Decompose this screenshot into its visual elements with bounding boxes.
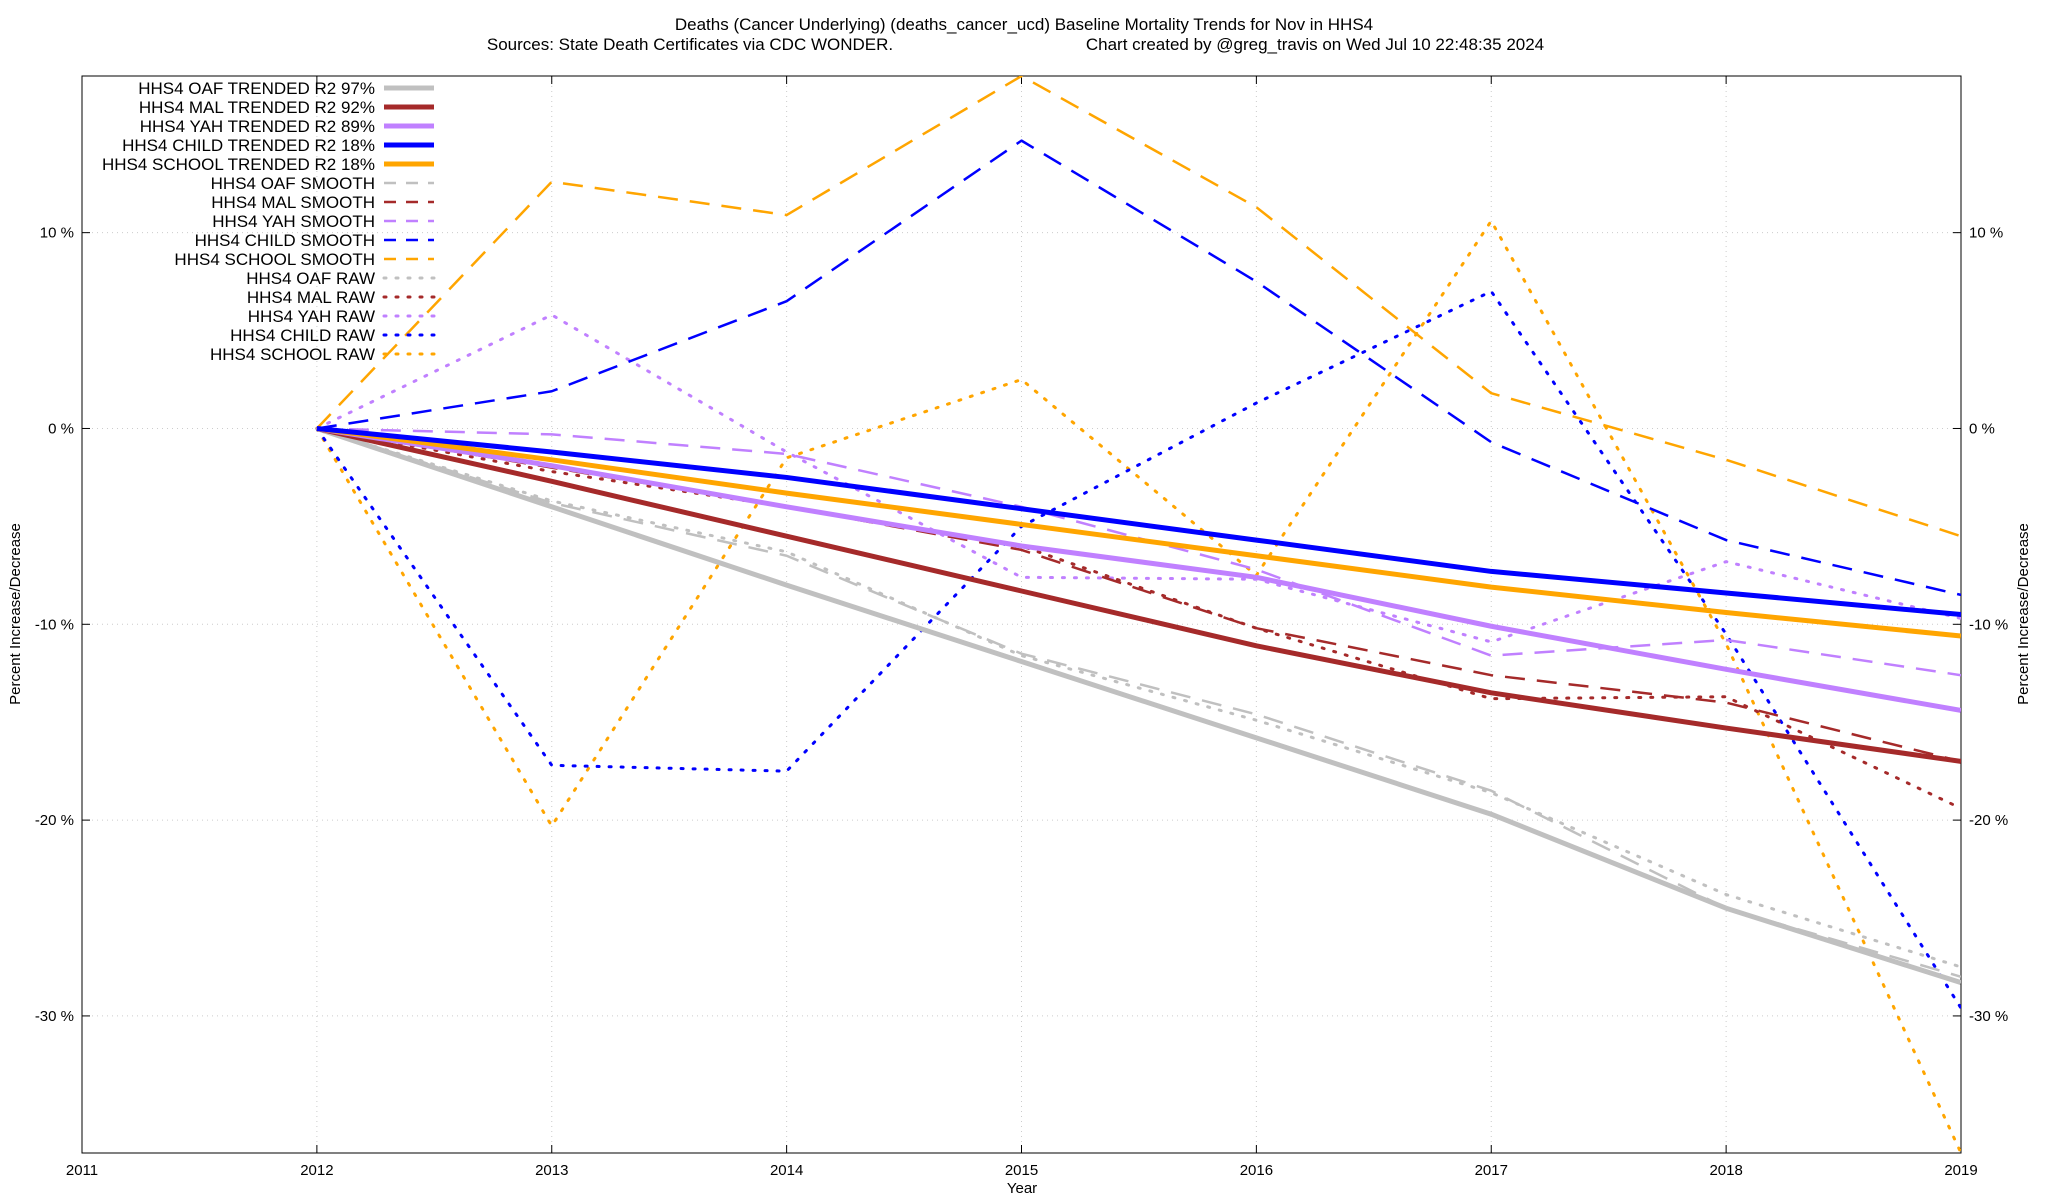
series-line-hhs4-oaf-raw xyxy=(315,426,1961,969)
series-line-hhs4-mal-smooth xyxy=(316,427,1961,763)
y-tick-label: -10 % xyxy=(35,616,74,633)
legend: HHS4 OAF TRENDED R2 97%HHS4 MAL TRENDED … xyxy=(102,79,436,364)
y-tick-label: -20 % xyxy=(35,812,74,829)
legend-label: HHS4 YAH RAW xyxy=(248,307,375,326)
series-layer xyxy=(315,76,1961,1153)
series-line-hhs4-oaf-smooth xyxy=(316,427,1961,978)
series-line-hhs4-oaf-trended-r2-97 xyxy=(316,426,1961,986)
series-line-hhs4-mal-raw xyxy=(315,426,1961,810)
y-tick-label: 10 % xyxy=(40,225,74,242)
series-line-hhs4-child-smooth xyxy=(316,139,1961,597)
x-tick-label: 2017 xyxy=(1475,1162,1508,1179)
y2-tick-label: -10 % xyxy=(1969,616,2008,633)
x-tick-label: 2018 xyxy=(1709,1162,1742,1179)
x-tick-label: 2011 xyxy=(66,1162,98,1179)
legend-label: HHS4 MAL RAW xyxy=(247,288,375,307)
legend-label: HHS4 SCHOOL RAW xyxy=(210,345,375,364)
x-tick-label: 2014 xyxy=(770,1162,803,1179)
chart-subtitle-source: Sources: State Death Certificates via CD… xyxy=(487,35,893,54)
y2-tick-label: -30 % xyxy=(1969,1008,2008,1025)
legend-label: HHS4 OAF RAW xyxy=(246,269,375,288)
x-axis-label: Year xyxy=(1007,1180,1037,1197)
y-tick-label: 0 % xyxy=(48,420,74,437)
series-line-hhs4-school-raw xyxy=(315,219,1961,1153)
legend-label: HHS4 OAF SMOOTH xyxy=(211,174,375,193)
x-tick-label: 2015 xyxy=(1005,1162,1038,1179)
y2-tick-label: 0 % xyxy=(1969,420,1995,437)
y2-axis-label: Percent Increase/Decrease xyxy=(2015,523,2032,705)
legend-label: HHS4 CHILD RAW xyxy=(230,326,375,345)
x-tick-label: 2012 xyxy=(300,1162,333,1179)
series-line-hhs4-yah-trended-r2-89 xyxy=(316,426,1961,713)
y-axis: 10 % 10 % 0 % 0 % -10 % -10 % -20 % -20 % -30 % -… xyxy=(35,225,2008,1025)
y-tick-label: -30 % xyxy=(35,1008,74,1025)
y2-tick-label: 10 % xyxy=(1969,225,2003,242)
y-axis-label: Percent Increase/Decrease xyxy=(7,523,24,705)
series-line-hhs4-child-trended-r2-18 xyxy=(316,425,1961,617)
legend-label: HHS4 OAF TRENDED R2 97% xyxy=(138,79,375,98)
x-axis: 2011 2012 2013 2014 2015 2016 2017 2018 2019 xyxy=(66,76,1978,1179)
legend-label: HHS4 YAH SMOOTH xyxy=(212,212,375,231)
legend-label: HHS4 MAL TRENDED R2 92% xyxy=(139,98,375,117)
chart-title: Deaths (Cancer Underlying) (deaths_cance… xyxy=(675,15,1373,34)
series-line-hhs4-mal-trended-r2-92 xyxy=(316,426,1961,764)
legend-label: HHS4 SCHOOL TRENDED R2 18% xyxy=(102,155,375,174)
legend-label: HHS4 MAL SMOOTH xyxy=(211,193,375,212)
series-line-hhs4-school-trended-r2-18 xyxy=(316,425,1961,639)
x-tick-label: 2019 xyxy=(1944,1162,1977,1179)
legend-label: HHS4 CHILD TRENDED R2 18% xyxy=(122,136,375,155)
legend-label: HHS4 YAH TRENDED R2 89% xyxy=(140,117,375,136)
series-line-hhs4-child-raw xyxy=(315,289,1961,1010)
grid xyxy=(81,76,1962,1153)
x-tick-label: 2016 xyxy=(1240,1162,1273,1179)
y2-tick-label: -20 % xyxy=(1969,812,2008,829)
legend-label: HHS4 CHILD SMOOTH xyxy=(195,231,375,250)
x-tick-label: 2013 xyxy=(535,1162,568,1179)
legend-label: HHS4 SCHOOL SMOOTH xyxy=(174,250,375,269)
chart-subtitle-credit: Chart created by @greg_travis on Wed Jul… xyxy=(1086,35,1544,54)
